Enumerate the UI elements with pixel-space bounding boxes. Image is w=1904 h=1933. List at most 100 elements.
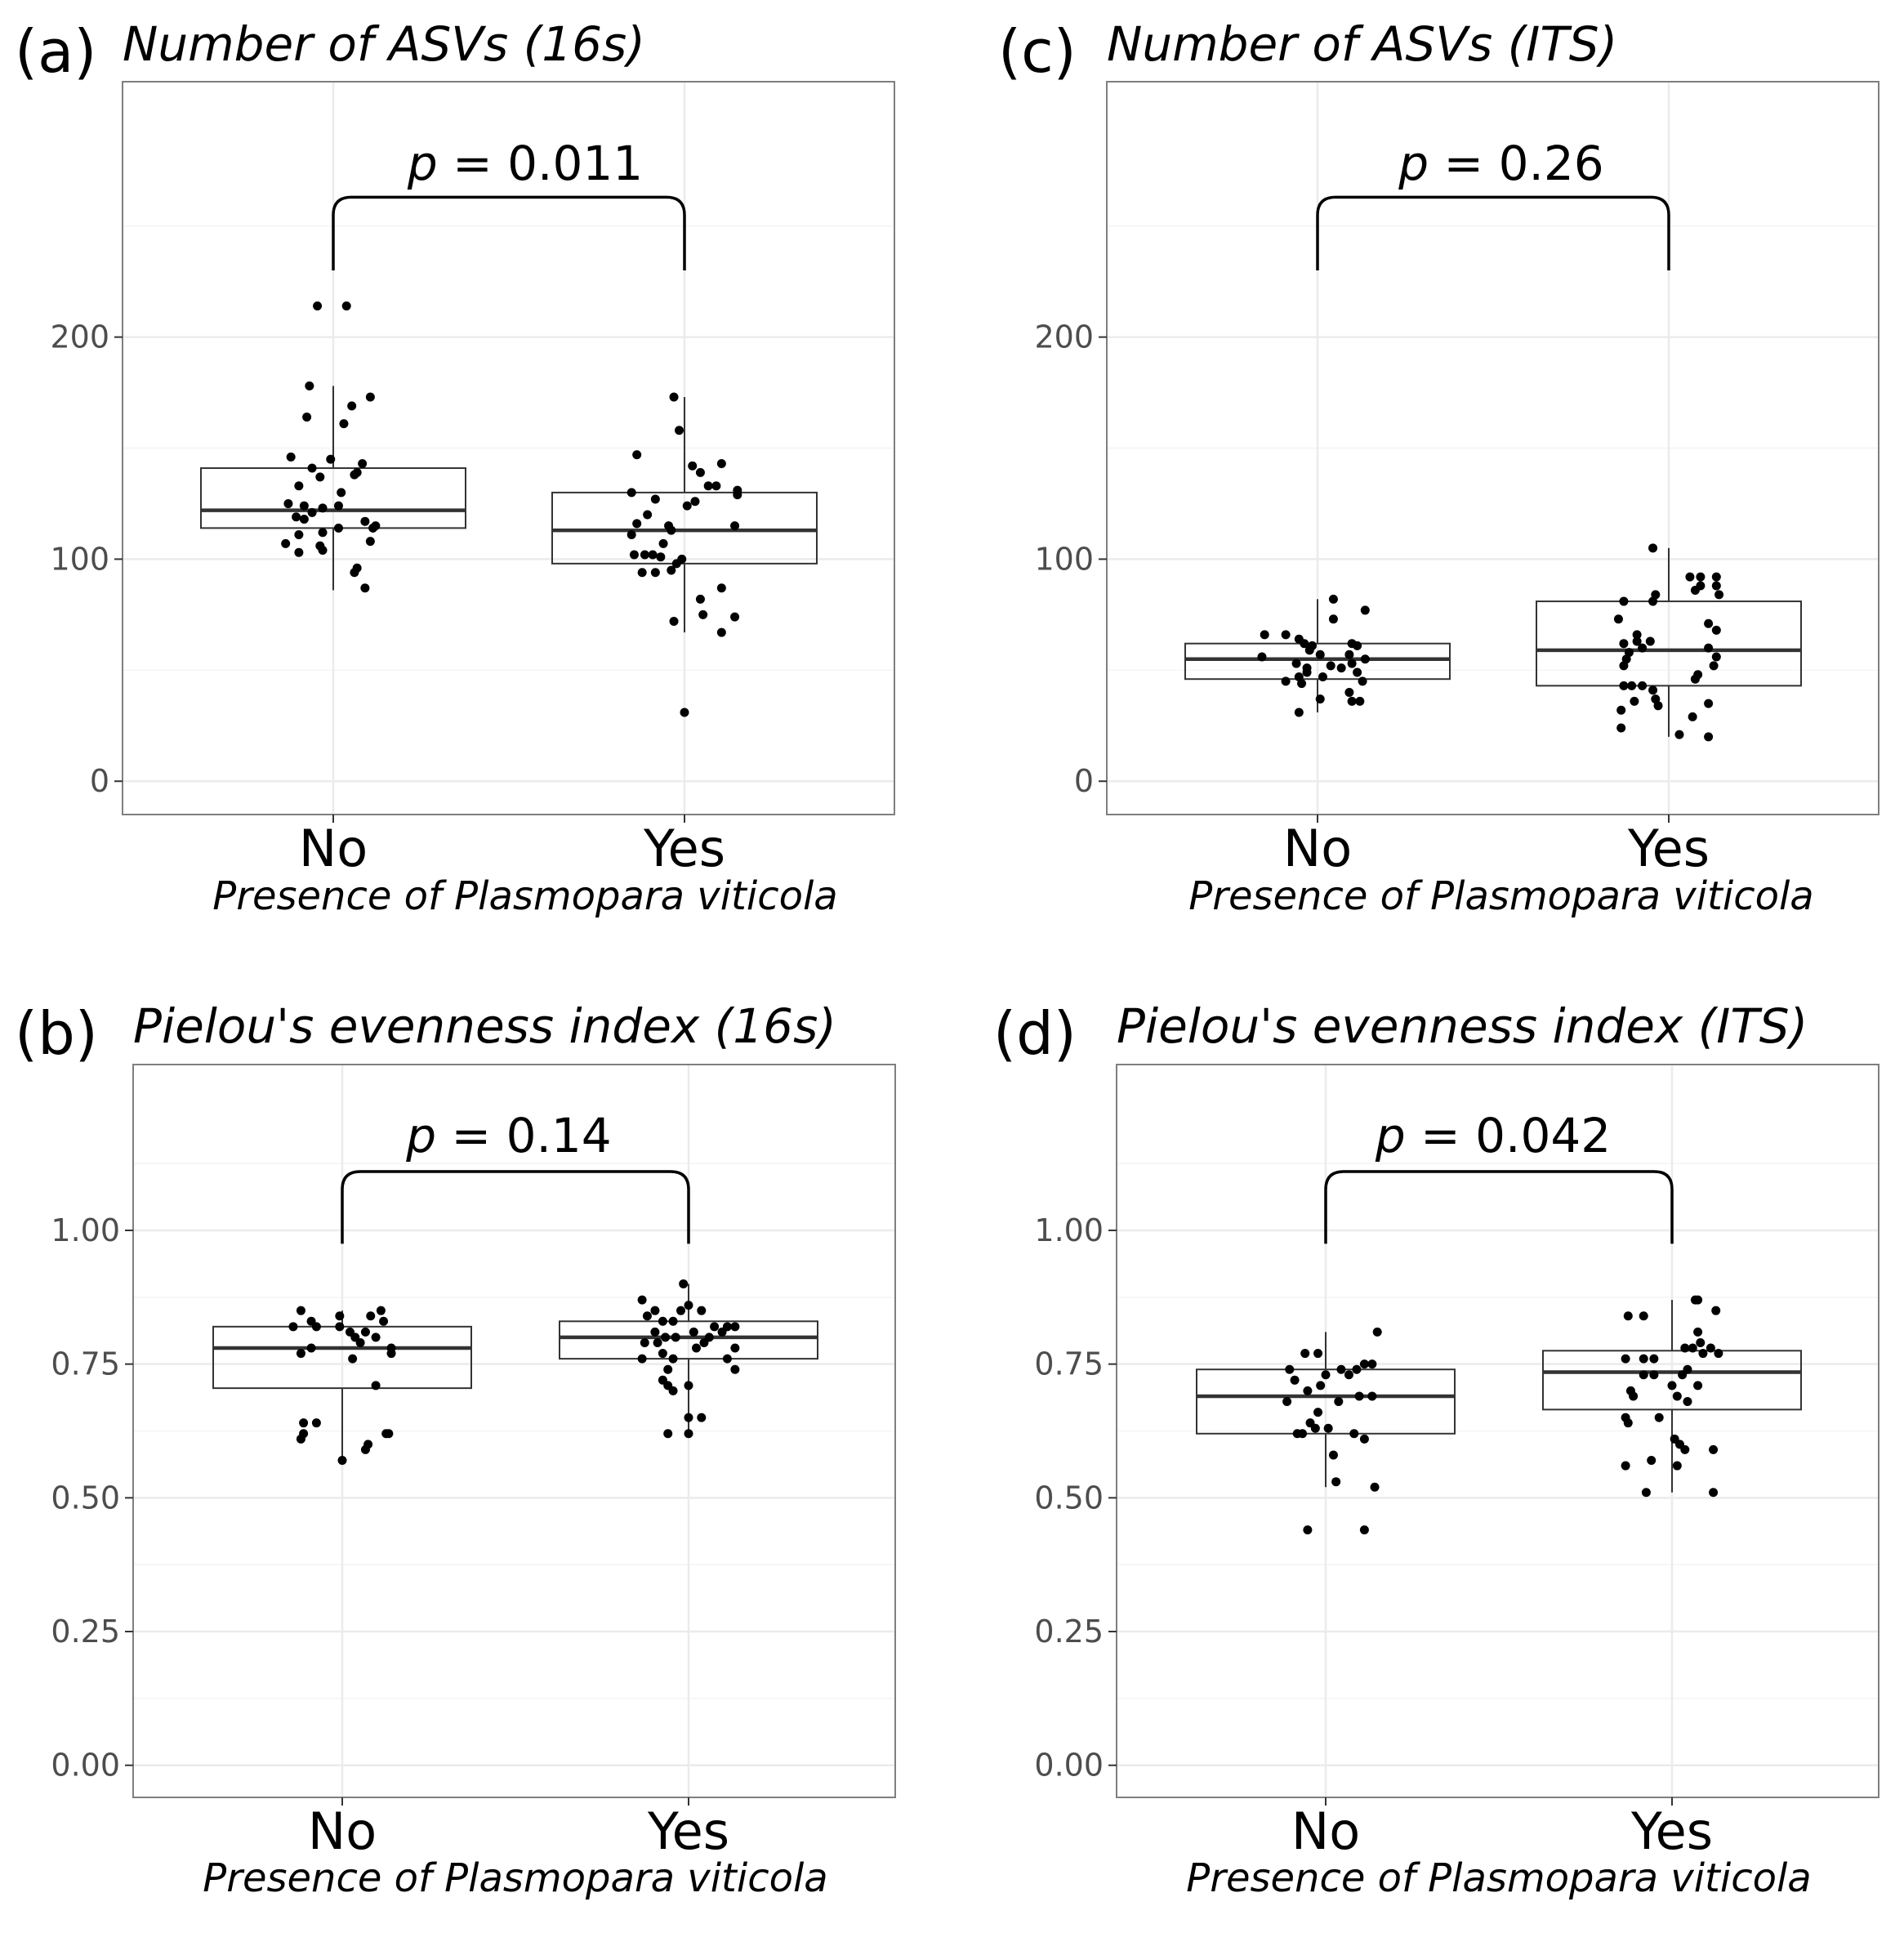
- data-point-b-0-17: [348, 1354, 358, 1364]
- panel-a: (a) Number of ASVs (16s) p = 0.011 No Ye…: [15, 16, 895, 919]
- data-point-b-0-2: [335, 1311, 345, 1321]
- data-point-a-0-35: [350, 568, 359, 578]
- data-point-c-0-11: [1315, 650, 1325, 659]
- data-point-a-1-16: [730, 521, 740, 531]
- data-point-a-1-26: [677, 554, 687, 564]
- box-c-1: [1536, 600, 1802, 687]
- data-point-d-1-17: [1649, 1370, 1659, 1380]
- data-point-a-1-9: [626, 488, 636, 498]
- data-point-b-0-28: [337, 1456, 347, 1466]
- data-point-c-1-20: [1704, 643, 1714, 653]
- data-point-a-0-36: [360, 583, 370, 593]
- data-point-c-1-16: [1632, 636, 1642, 646]
- data-point-b-1-15: [661, 1333, 671, 1342]
- data-point-d-1-6: [1696, 1337, 1706, 1347]
- data-point-a-0-0: [313, 301, 323, 311]
- p-value-d: p = 0.042: [1375, 1108, 1611, 1163]
- data-point-a-0-3: [365, 392, 375, 402]
- data-point-a-1-15: [632, 519, 642, 529]
- data-point-b-0-6: [379, 1316, 389, 1326]
- data-point-b-1-6: [697, 1306, 707, 1315]
- data-point-b-1-2: [642, 1311, 652, 1321]
- data-point-d-1-5: [1693, 1327, 1703, 1337]
- data-point-a-0-22: [292, 512, 301, 522]
- data-point-b-1-18: [640, 1337, 649, 1347]
- data-point-a-0-33: [318, 546, 328, 556]
- data-point-d-1-36: [1709, 1488, 1719, 1498]
- data-point-a-0-25: [333, 523, 343, 533]
- data-point-b-1-27: [663, 1364, 673, 1374]
- data-point-a-1-35: [716, 627, 726, 637]
- p-value-b: p = 0.14: [405, 1108, 611, 1163]
- panel-title-a: Number of ASVs (16s): [123, 16, 645, 72]
- data-point-d-0-10: [1321, 1370, 1331, 1380]
- plot-area-c: [1106, 81, 1879, 815]
- data-point-a-0-29: [365, 537, 375, 547]
- data-point-a-0-17: [299, 501, 309, 511]
- data-point-c-0-4: [1281, 630, 1291, 640]
- x-tick-label-c-yes: Yes: [1627, 819, 1710, 878]
- data-point-a-1-3: [716, 459, 726, 469]
- data-point-c-0-9: [1353, 641, 1362, 650]
- data-point-d-0-19: [1323, 1423, 1333, 1433]
- data-point-b-1-1: [637, 1295, 647, 1305]
- data-point-c-1-14: [1711, 625, 1721, 635]
- data-point-c-1-2: [1696, 572, 1706, 582]
- data-point-b-1-14: [717, 1327, 727, 1337]
- data-point-d-0-0: [1372, 1327, 1382, 1337]
- panel-title-c: Number of ASVs (ITS): [1107, 16, 1617, 72]
- y-tick-label-c-0: 0: [1074, 763, 1094, 799]
- x-tick-label-d-no: No: [1291, 1801, 1360, 1861]
- data-point-c-0-0: [1328, 594, 1338, 604]
- data-point-a-1-4: [688, 461, 698, 471]
- data-point-c-1-31: [1630, 696, 1639, 706]
- data-point-d-0-7: [1352, 1364, 1362, 1374]
- box-a-1: [551, 491, 818, 565]
- x-tick-label-d-yes: Yes: [1630, 1801, 1713, 1861]
- panel-letter-d: (d): [993, 999, 1077, 1068]
- data-point-b-1-25: [722, 1354, 732, 1364]
- data-point-c-0-24: [1318, 672, 1327, 681]
- data-point-a-1-14: [643, 510, 653, 520]
- data-point-a-1-23: [648, 550, 658, 560]
- data-point-a-1-20: [658, 538, 668, 548]
- data-point-b-1-9: [710, 1322, 720, 1332]
- y-tick-label-b-2: 0.50: [51, 1480, 120, 1516]
- data-point-b-0-12: [371, 1333, 381, 1342]
- data-point-d-0-4: [1367, 1359, 1377, 1369]
- data-point-c-1-5: [1711, 581, 1721, 591]
- data-point-d-0-13: [1354, 1391, 1364, 1401]
- data-point-c-0-26: [1297, 679, 1307, 689]
- data-point-c-0-12: [1344, 650, 1354, 659]
- data-point-a-0-30: [281, 538, 291, 548]
- data-point-d-1-3: [1623, 1311, 1633, 1321]
- data-point-a-1-36: [680, 708, 689, 717]
- data-point-d-1-4: [1639, 1311, 1648, 1321]
- data-point-b-0-8: [335, 1322, 345, 1332]
- data-point-a-1-13: [682, 501, 692, 511]
- data-point-c-0-2: [1328, 614, 1338, 624]
- data-point-a-0-21: [360, 516, 370, 526]
- data-point-c-0-31: [1294, 708, 1304, 717]
- box-c-0: [1184, 642, 1451, 681]
- data-point-a-0-28: [318, 528, 328, 538]
- data-point-a-1-0: [669, 392, 679, 402]
- data-point-c-1-11: [1613, 614, 1623, 624]
- data-point-a-0-20: [307, 507, 317, 517]
- data-point-b-0-19: [371, 1381, 381, 1391]
- data-point-d-1-22: [1629, 1391, 1639, 1401]
- data-point-c-1-9: [1648, 596, 1658, 606]
- data-point-d-0-15: [1282, 1396, 1292, 1406]
- panel-border-b: [132, 1064, 896, 1798]
- y-tick-label-d-0: 0.00: [1034, 1748, 1104, 1783]
- data-point-d-0-29: [1303, 1525, 1313, 1535]
- significance-bracket-b: [341, 1170, 690, 1244]
- data-point-a-1-24: [656, 552, 666, 562]
- significance-bracket-a: [332, 195, 686, 271]
- data-point-b-1-32: [658, 1375, 667, 1385]
- data-point-b-1-5: [684, 1301, 693, 1310]
- data-point-c-1-17: [1645, 636, 1655, 646]
- x-tick-label-a-yes: Yes: [643, 819, 725, 878]
- data-point-c-0-10: [1304, 645, 1314, 655]
- data-point-d-0-24: [1359, 1434, 1369, 1444]
